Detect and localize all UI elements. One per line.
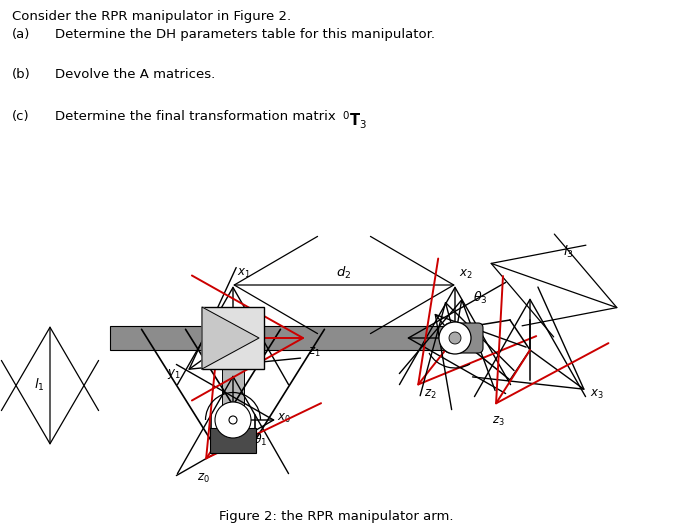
Circle shape — [229, 416, 237, 424]
Text: $x_0$: $x_0$ — [277, 411, 291, 425]
Text: $d_2$: $d_2$ — [336, 265, 352, 281]
Text: $y_1$: $y_1$ — [168, 367, 181, 381]
Text: $z_0$: $z_0$ — [197, 472, 209, 485]
Text: $x_3$: $x_3$ — [590, 387, 604, 401]
Bar — [110, 326, 455, 350]
Text: $z_3$: $z_3$ — [492, 415, 504, 428]
Text: $y_0$: $y_0$ — [224, 356, 238, 370]
Text: $x_1$: $x_1$ — [237, 267, 251, 280]
Text: $x_2$: $x_2$ — [459, 268, 472, 281]
Text: (b): (b) — [12, 68, 31, 81]
Bar — [202, 307, 264, 369]
Text: (a): (a) — [12, 28, 30, 41]
Text: Figure 2: the RPR manipulator arm.: Figure 2: the RPR manipulator arm. — [219, 510, 453, 523]
Polygon shape — [202, 307, 259, 369]
Text: $l_1$: $l_1$ — [34, 377, 45, 393]
Circle shape — [215, 402, 251, 438]
Text: Determine the DH parameters table for this manipulator.: Determine the DH parameters table for th… — [55, 28, 435, 41]
Text: $\theta_3$: $\theta_3$ — [473, 290, 487, 306]
Text: $z_1$: $z_1$ — [308, 346, 320, 359]
Text: $l_3$: $l_3$ — [563, 244, 574, 260]
Text: $^0\mathbf{T}_3$: $^0\mathbf{T}_3$ — [342, 110, 367, 131]
Text: Determine the final transformation matrix: Determine the final transformation matri… — [55, 110, 340, 123]
Text: $z_2$: $z_2$ — [424, 388, 436, 401]
Circle shape — [439, 322, 471, 354]
Text: (c): (c) — [12, 110, 30, 123]
Text: Devolve the A matrices.: Devolve the A matrices. — [55, 68, 215, 81]
Bar — [210, 428, 256, 453]
Text: Consider the RPR manipulator in Figure 2.: Consider the RPR manipulator in Figure 2… — [12, 10, 291, 23]
Text: $\theta_1$: $\theta_1$ — [253, 432, 267, 448]
Bar — [222, 369, 244, 425]
Circle shape — [449, 332, 461, 344]
FancyBboxPatch shape — [445, 323, 483, 353]
